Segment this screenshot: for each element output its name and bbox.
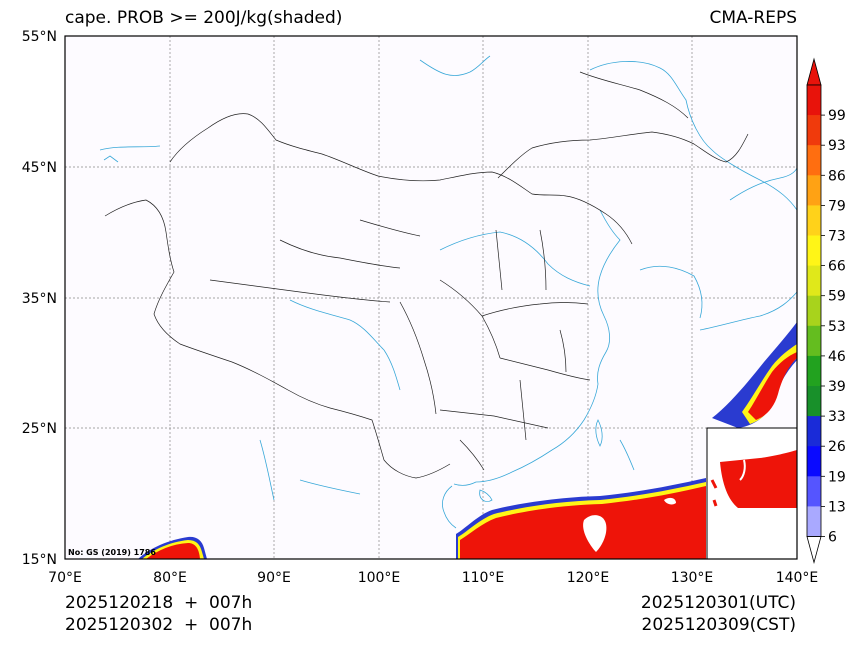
valid-utc: 2025120301(UTC) — [640, 593, 796, 613]
colorbar-label: 59 — [828, 289, 846, 305]
china-northeast-border — [497, 131, 749, 179]
valid-time-block: 2025120301(UTC) 2025120309(CST) — [641, 592, 796, 636]
colorbar-label: 33 — [828, 409, 846, 425]
china-southern-border — [329, 407, 451, 479]
lake-baikal — [419, 55, 491, 76]
lat-label-35: 35°N — [22, 291, 57, 307]
hainan-island — [479, 489, 493, 502]
colorbar-segment — [807, 325, 821, 357]
china-northern-border — [169, 113, 633, 245]
colorbar-segment — [807, 115, 821, 146]
korea-peninsula — [639, 265, 703, 319]
river-yellow — [439, 231, 591, 287]
gridlines — [65, 36, 797, 559]
model-name: CMA-REPS — [709, 8, 797, 28]
colorbar-segment — [807, 235, 821, 267]
init-time-block: 2025120218 + 007h 2025120302 + 007h — [65, 592, 252, 636]
axis-labels: 55°N 45°N 35°N 25°N 15°N 70°E 80°E 90°E … — [22, 29, 819, 586]
colorbar-segment — [807, 476, 821, 507]
map-frame — [64, 35, 798, 560]
lon-label-90: 90°E — [257, 570, 291, 586]
colorbar-segment — [807, 386, 821, 417]
lake-balkhash — [99, 145, 161, 151]
lon-label-70: 70°E — [48, 570, 82, 586]
lon-label-100: 100°E — [358, 570, 401, 586]
lon-label-130: 130°E — [671, 570, 714, 586]
review-number: No: GS (2019) 1786 — [68, 548, 156, 557]
colorbar: 6 13 19 26 33 39 46 53 59 66 73 79 86 93 99 — [806, 57, 846, 565]
prob-shading-south-sea — [456, 478, 706, 559]
colorbar-segment — [807, 175, 821, 206]
japan-coast — [699, 291, 798, 331]
lat-label-25: 25°N — [22, 421, 57, 437]
colorbar-label: 6 — [828, 530, 837, 546]
lat-label-15: 15°N — [22, 552, 57, 568]
colorbar-label: 86 — [828, 168, 846, 184]
colorbar-label: 99 — [828, 108, 846, 124]
init-utc: 2025120218 + 007h — [65, 593, 253, 613]
coast-northeast — [589, 61, 798, 211]
colorbar-segment — [807, 85, 821, 116]
colorbar-segment — [807, 205, 821, 236]
colorbar-label: 26 — [828, 439, 846, 455]
prob-shading-pacific — [712, 322, 797, 428]
south-china-sea-inset — [706, 427, 798, 560]
colorbar-label: 66 — [828, 259, 846, 275]
colorbar-segment — [807, 506, 821, 537]
colorbar-label: 53 — [828, 319, 846, 335]
map-background — [65, 36, 797, 559]
init-cst: 2025120302 + 007h — [65, 615, 253, 635]
colorbar-segment — [807, 355, 821, 387]
lon-label-120: 120°E — [567, 570, 610, 586]
coast-vietnam — [442, 485, 457, 529]
lat-label-45: 45°N — [22, 160, 57, 176]
water-features — [99, 55, 798, 529]
colorbar-segment — [807, 265, 821, 297]
lat-label-55: 55°N — [22, 29, 57, 45]
colorbar-label: 19 — [828, 469, 846, 485]
colorbar-segment — [807, 295, 821, 327]
borders — [104, 71, 749, 479]
colorbar-label: 13 — [828, 499, 846, 515]
lon-label-140: 140°E — [776, 570, 819, 586]
colorbar-label: 93 — [828, 138, 846, 154]
colorbar-label: 39 — [828, 379, 846, 395]
lon-label-110: 110°E — [462, 570, 505, 586]
colorbar-frame — [806, 84, 822, 537]
colorbar-label: 73 — [828, 229, 846, 245]
river-ganges — [259, 439, 275, 501]
coastline-china — [453, 209, 621, 486]
chart-title: cape. PROB >= 200J/kg(shaded) — [65, 8, 343, 28]
colorbar-extend-top — [806, 57, 822, 86]
colorbar-segment — [807, 145, 821, 176]
lon-label-80: 80°E — [153, 570, 187, 586]
colorbar-extend-bottom — [806, 536, 822, 565]
prob-shading-india — [138, 536, 207, 559]
taiwan-island — [595, 419, 603, 447]
colorbar-segment — [807, 446, 821, 477]
colorbar-label: 46 — [828, 349, 846, 365]
colorbar-segment — [807, 416, 821, 447]
river-yangtze — [289, 299, 401, 391]
valid-cst: 2025120309(CST) — [641, 615, 796, 635]
colorbar-label: 79 — [828, 198, 846, 214]
china-western-border — [104, 199, 331, 409]
